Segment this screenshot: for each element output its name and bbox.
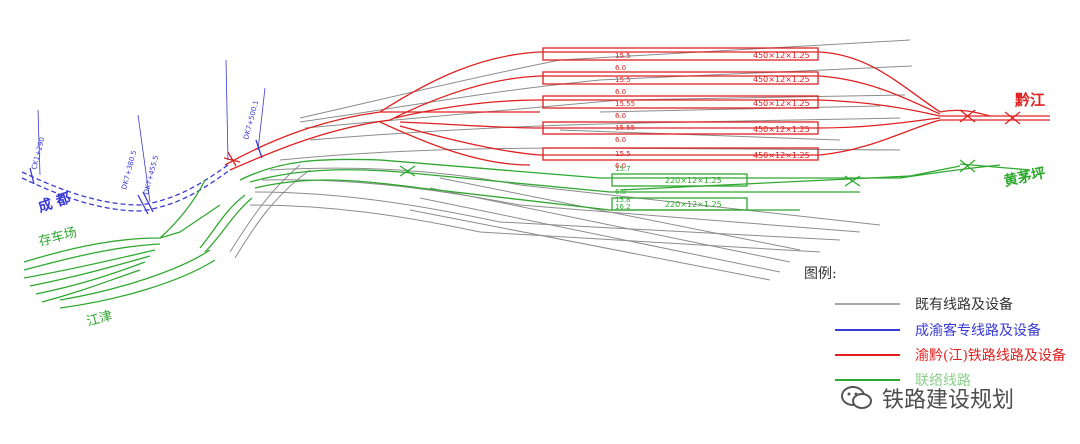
legend: 图例: 既有线路及设备 成渝客专线路及设备 渝黔(江)铁路线路及设备 联络线路 bbox=[804, 266, 1066, 389]
yuqian-lines bbox=[223, 47, 1050, 171]
grade-label: 15.5 bbox=[615, 52, 631, 60]
mileage-label: DK7+380.5 bbox=[120, 149, 138, 190]
green-labels: 15.7 6.0 15.8 16.2 220×12×1.25 220×12×1.… bbox=[615, 165, 722, 211]
station-cunchechang: 存车场 bbox=[37, 224, 79, 250]
legend-label-connector: 联络线路 bbox=[915, 373, 971, 389]
grade-label: 6.0 bbox=[615, 188, 626, 196]
grade-label: 15.8 bbox=[615, 196, 631, 204]
grade-label: 15.55 bbox=[615, 100, 635, 108]
grade-label: 6.0 bbox=[615, 136, 626, 144]
platform-label: 450×12×1.25 bbox=[753, 51, 810, 60]
wechat-icon bbox=[841, 386, 872, 409]
platform-g2 bbox=[611, 197, 748, 211]
station-qianjiang: 黔江 bbox=[1015, 91, 1045, 109]
grade-label: 15.7 bbox=[615, 165, 631, 173]
legend-label-existing: 既有线路及设备 bbox=[915, 296, 1013, 313]
platform-label: 450×12×1.25 bbox=[753, 75, 810, 84]
grade-label: 6.0 bbox=[615, 64, 626, 72]
red-platform-labels: 450×12×1.25 450×12×1.25 450×12×1.25 450×… bbox=[753, 51, 810, 160]
watermark: 铁路建设规划 bbox=[840, 382, 1014, 414]
platform-4 bbox=[542, 121, 819, 135]
station-chengdu: 成 都 bbox=[36, 189, 73, 215]
platform-3 bbox=[542, 95, 819, 109]
mileage-labels: CK1+290 DK7+380.5 DK7+455.5 DK7+500.1 bbox=[30, 99, 260, 195]
platform-label: 220×12×1.25 bbox=[665, 176, 722, 185]
grade-label: 6.0 bbox=[615, 162, 626, 170]
platform-label: 450×12×1.25 bbox=[753, 151, 810, 160]
platform-1 bbox=[542, 47, 819, 61]
platform-label: 450×12×1.25 bbox=[753, 125, 810, 134]
red-grade-labels: 15.5 6.0 15.5 6.0 15.55 6.0 15.55 6.0 15… bbox=[615, 52, 635, 170]
grade-label: 6.0 bbox=[615, 88, 626, 96]
grade-label: 15.5 bbox=[615, 150, 631, 158]
grade-label: 6.0 bbox=[615, 112, 626, 120]
watermark-text: 铁路建设规划 bbox=[882, 388, 1015, 413]
connector-lines bbox=[23, 158, 1031, 309]
mileage-label: CK1+290 bbox=[30, 136, 46, 170]
legend-label-yuqian: 渝黔(江)铁路线路及设备 bbox=[915, 347, 1066, 364]
platform-label: 220×12×1.25 bbox=[665, 200, 722, 209]
legend-title: 图例: bbox=[804, 266, 837, 282]
mileage-label: DK7+455.5 bbox=[142, 154, 160, 195]
platform-2 bbox=[542, 71, 819, 85]
mileage-label: DK7+500.1 bbox=[242, 99, 260, 140]
chengyu-lines bbox=[21, 59, 266, 215]
platform-label: 450×12×1.25 bbox=[753, 99, 810, 108]
platform-g1 bbox=[611, 173, 748, 187]
legend-label-chengyu: 成渝客专线路及设备 bbox=[915, 322, 1041, 339]
grade-label: 15.55 bbox=[615, 124, 635, 132]
platform-5 bbox=[542, 147, 819, 161]
grade-label: 15.5 bbox=[615, 76, 631, 84]
grade-label: 16.2 bbox=[615, 203, 631, 211]
station-jiangjin: 江津 bbox=[85, 309, 114, 330]
